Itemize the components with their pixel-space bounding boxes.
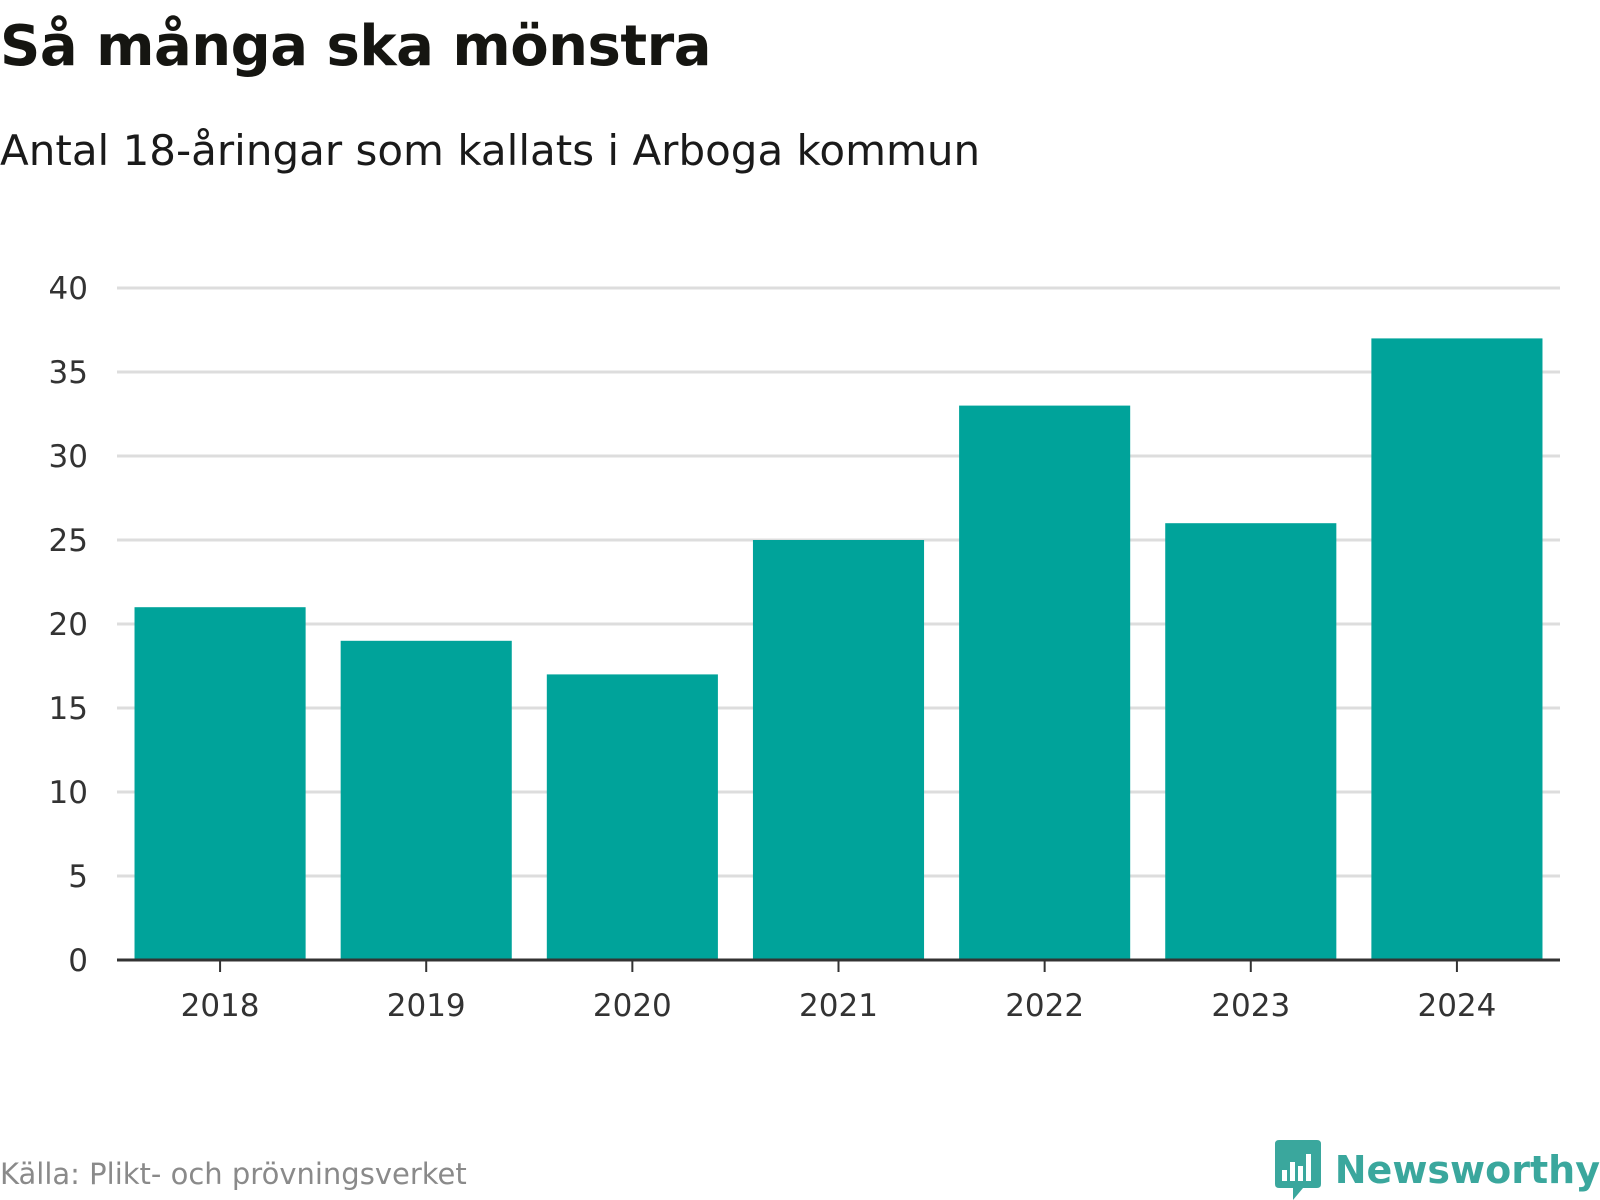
x-tick-label: 2021 xyxy=(799,988,878,1024)
y-tick-label: 35 xyxy=(49,355,88,391)
y-tick-label: 40 xyxy=(49,271,88,307)
y-tick-label: 0 xyxy=(68,943,88,979)
brand-logo: Newsworthy xyxy=(1273,1140,1600,1200)
y-tick-label: 30 xyxy=(49,439,88,475)
chart-subtitle: Antal 18-åringar som kallats i Arboga ko… xyxy=(0,126,981,175)
x-tick-label: 2024 xyxy=(1417,988,1496,1024)
x-tick-label: 2022 xyxy=(1005,988,1084,1024)
chart-title: Så många ska mönstra xyxy=(0,14,712,79)
bar-2021 xyxy=(752,540,925,960)
bar-chart: 0 5 10 15 20 25 30 35 40 2018 2019 2020 2021 2022 202… xyxy=(49,271,1560,1024)
y-axis-ticks: 0 5 10 15 20 25 30 35 40 xyxy=(49,271,88,979)
bars xyxy=(134,338,1543,961)
x-axis-ticks: 2018 2019 2020 2021 2022 2023 2024 xyxy=(181,960,1496,1024)
y-tick-label: 15 xyxy=(49,691,88,727)
bar-2023 xyxy=(1165,523,1337,960)
x-tick-label: 2020 xyxy=(593,988,672,1024)
x-tick-label: 2019 xyxy=(387,988,466,1024)
bar-2022 xyxy=(959,405,1131,961)
brand-name: Newsworthy xyxy=(1334,1148,1600,1192)
bar-2024 xyxy=(1371,338,1543,960)
bar-2019 xyxy=(340,640,512,960)
bar-2020 xyxy=(546,674,718,960)
y-tick-label: 20 xyxy=(49,607,88,643)
bar-2018 xyxy=(134,607,306,960)
newsworthy-chart-bubble-icon xyxy=(1274,1140,1321,1200)
y-tick-label: 25 xyxy=(49,523,88,559)
source-note: Källa: Plikt- och prövningsverket xyxy=(0,1157,467,1191)
y-tick-label: 5 xyxy=(68,859,88,895)
x-tick-label: 2018 xyxy=(181,988,260,1024)
x-tick-label: 2023 xyxy=(1211,988,1290,1024)
y-tick-label: 10 xyxy=(49,775,88,811)
